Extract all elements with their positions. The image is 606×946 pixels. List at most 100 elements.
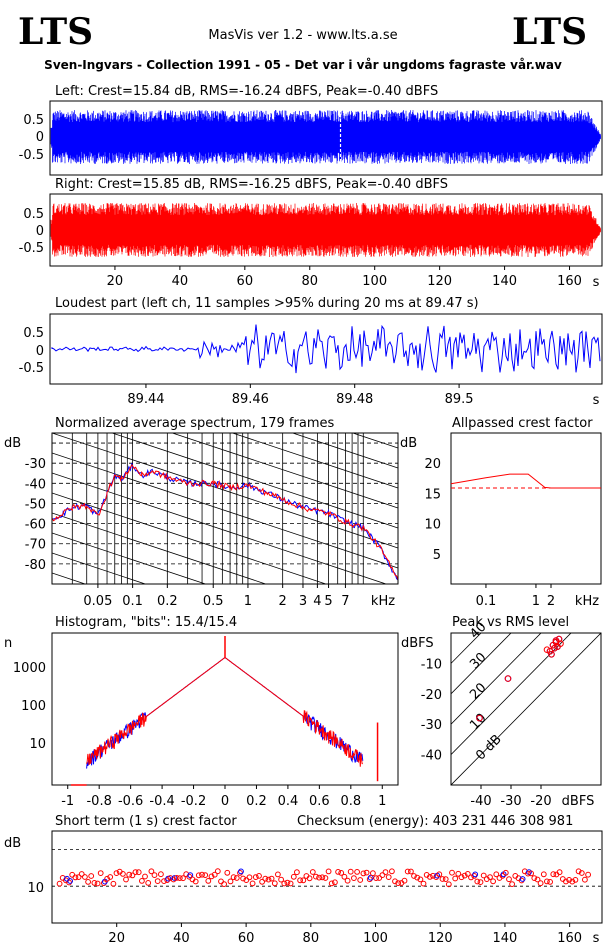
short-term-crest-point (385, 874, 392, 880)
spectrum-xtick-1: 0.1 (122, 594, 143, 609)
short-term-crest-point-blue (171, 875, 178, 881)
short-term-crest-point (363, 869, 370, 876)
allpassed-ytick-3: 5 (433, 548, 441, 563)
histogram-xtick-6: 0.2 (246, 794, 267, 809)
peak-vs-rms-point (548, 650, 555, 658)
spectrum-xtick-6: 3 (299, 594, 307, 609)
short-term-crest-point (290, 873, 297, 880)
short-term-crest-point (271, 880, 278, 887)
short-term-crest-point (316, 874, 323, 881)
histogram-panel: Histogram, "bits": 15.4/15.4 n 100010010… (4, 615, 399, 809)
short-term-crest-point-blue (67, 878, 73, 884)
short-term-crest-point (306, 875, 313, 882)
loudest-part-panel: Loudest part (left ch, 11 samples >95% d… (19, 296, 603, 408)
peak-vs-rms-ytick-2: -30 (421, 718, 442, 733)
short-term-crest-point (294, 869, 300, 876)
spectrum-panel: Normalized average spectrum, 179 frames … (4, 273, 399, 728)
spectrum-slope-line (52, 613, 398, 728)
short-term-crest-point (379, 872, 386, 878)
short-term-crest-point (265, 876, 272, 883)
left-waveform-title: Left: Crest=15.84 dB, RMS=-16.24 dBFS, P… (55, 84, 438, 99)
allpassed-series-0 (450, 473, 601, 489)
short-term-crest-point (461, 872, 468, 879)
histogram-xtick-5: 0 (221, 794, 229, 809)
short-term-crest-point (531, 875, 538, 881)
short-term-crest-point (233, 875, 240, 881)
x-tick-label-7: 160 (557, 274, 582, 289)
short-term-crest-x-axis: 20 40 60 80 100 120 140 160 (108, 923, 582, 946)
short-term-crest-point (139, 878, 145, 884)
spectrum-slope-line (52, 512, 267, 584)
histogram-xtick-4: -0.2 (181, 794, 206, 809)
short-term-crest-point (243, 877, 250, 883)
spectrum-slope-line (52, 273, 398, 388)
x-tick-label-3: 89.5 (445, 392, 474, 407)
spectrum-title: Normalized average spectrum, 179 frames (55, 416, 334, 431)
short-term-crest-point (69, 871, 76, 878)
short-term-crest-point (585, 871, 591, 878)
short-term-crest-point (556, 869, 563, 876)
short-term-crest-point (154, 878, 161, 884)
short-term-crest-point (126, 871, 133, 878)
short-term-crest-point (389, 868, 395, 875)
short-term-crest-point (569, 878, 576, 885)
short-term-crest-panel: Short term (1 s) crest factor Checksum (… (4, 814, 603, 946)
peak-vs-rms-ytick-1: -20 (421, 688, 442, 703)
peak-vs-rms-diagonal-label-0: 0 dB (473, 732, 505, 764)
peak-vs-rms-point (552, 637, 560, 644)
short-term-crest-xtick-1: 40 (173, 931, 190, 946)
short-term-crest-point (468, 874, 474, 881)
spectrum-ytick-5: -80 (25, 558, 46, 573)
short-term-crest-point (540, 871, 547, 878)
left-ytick-0: 0.5 (23, 113, 44, 128)
right-waveform-panel: Right: Crest=15.85 dB, RMS=-16.25 dBFS, … (19, 177, 603, 290)
x-tick-label-1: 40 (172, 274, 189, 289)
spectrum-ytick-0: -30 (25, 457, 46, 472)
peak-vs-rms-frame (450, 632, 602, 786)
x-tick-label-5: 120 (427, 274, 452, 289)
histogram-xtick-10: 1 (378, 794, 386, 809)
short-term-crest-point (275, 871, 281, 878)
peak-vs-rms-diagonal-label-1: 10 (467, 711, 489, 733)
short-term-crest-point (563, 878, 569, 885)
peak-vs-rms-xtick-0: -40 (470, 794, 491, 809)
short-term-crest-point (205, 878, 212, 884)
short-term-crest-point (224, 869, 231, 876)
short-term-crest-point (110, 880, 117, 887)
loudest-ytick-0: 0.5 (23, 326, 44, 341)
peak-vs-rms-point (543, 646, 551, 654)
histogram-series-0 (86, 656, 364, 769)
short-term-crest-point (278, 876, 285, 883)
short-term-crest-point (436, 871, 443, 878)
short-term-crest-point (319, 874, 326, 881)
spectrum-slope-line (52, 552, 147, 584)
short-term-crest-point (218, 878, 224, 885)
short-term-crest-point (354, 869, 361, 875)
short-term-crest-point (487, 874, 493, 880)
short-term-crest-point (474, 878, 481, 885)
histogram-ylabel: n (4, 636, 12, 651)
short-term-crest-point (240, 875, 247, 882)
x-tick-label-4: 100 (362, 274, 387, 289)
short-term-crest-point (417, 876, 424, 883)
left-ytick-2: -0.5 (19, 148, 44, 163)
histogram-xtick-0: -1 (61, 794, 74, 809)
short-term-crest-point (493, 871, 500, 878)
spectrum-slope-line (52, 313, 398, 428)
short-term-crest-point (480, 872, 487, 879)
short-term-crest-point (370, 870, 376, 877)
spectrum-slope-line (52, 532, 207, 584)
spectrum-ylabel: dB (4, 436, 21, 451)
loudest-ytick-1: 0 (36, 344, 44, 359)
right-waveform-title: Right: Crest=15.85 dB, RMS=-16.25 dBFS, … (55, 177, 448, 192)
short-term-crest-xtick-6: 140 (493, 931, 518, 946)
spectrum-y-axis: -30 -40 -50 -60 -70 -80 (25, 457, 46, 573)
short-term-crest-point (575, 868, 582, 875)
short-term-crest-point (268, 875, 275, 882)
histogram-series (70, 636, 379, 786)
spectrum-xtick-5: 2 (279, 594, 287, 609)
short-term-crest-point (411, 873, 417, 879)
short-term-crest-xtick-0: 20 (108, 931, 125, 946)
spectrum-xtick-4: 1 (244, 594, 252, 609)
